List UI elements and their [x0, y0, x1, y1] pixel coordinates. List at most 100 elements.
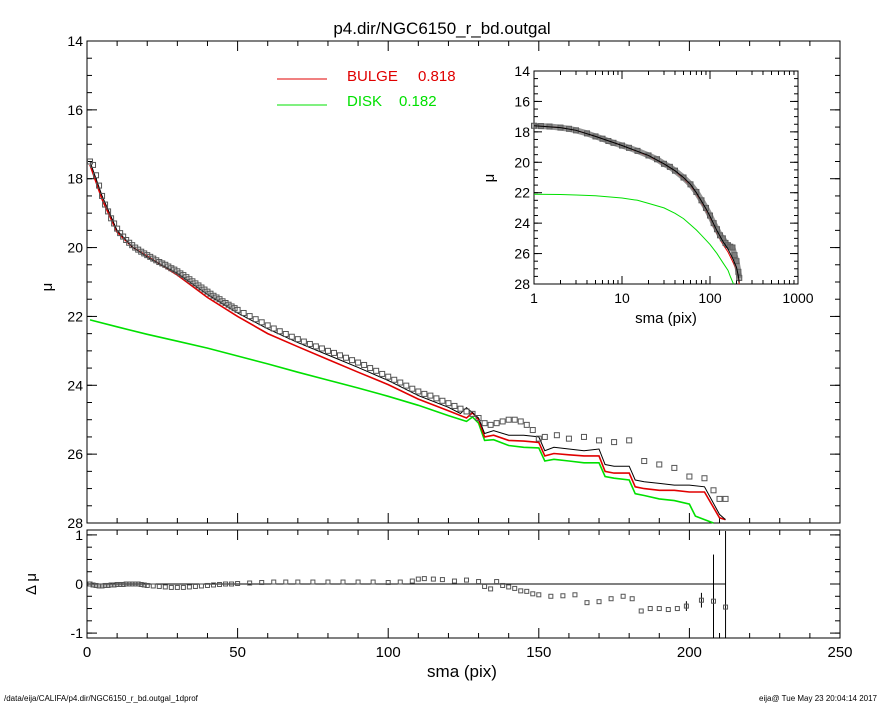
data-point: [355, 359, 362, 366]
data-point: [641, 458, 648, 465]
residual-point: [150, 583, 156, 589]
residual-y-tick-label: 1: [75, 527, 83, 543]
data-point: [427, 392, 434, 399]
data-point: [270, 325, 277, 332]
residual-point: [524, 588, 530, 594]
data-point: [177, 270, 184, 277]
residual-point: [506, 584, 512, 590]
residual-point: [665, 607, 671, 613]
residual-point: [488, 586, 494, 592]
data-point: [312, 343, 319, 350]
main-y-tick-label: 26: [67, 446, 83, 462]
data-point: [159, 260, 166, 267]
data-point: [114, 225, 121, 232]
residual-point: [698, 597, 704, 603]
data-point: [523, 421, 530, 428]
data-point: [463, 408, 470, 415]
data-point: [611, 439, 618, 446]
data-point: [117, 230, 124, 237]
disk-model-line: [89, 319, 714, 524]
data-point: [240, 309, 247, 316]
residual-point: [135, 581, 141, 587]
data-point: [225, 301, 232, 308]
data-point: [457, 405, 464, 412]
residual-point: [295, 579, 301, 585]
data-point: [162, 261, 169, 268]
data-point: [343, 354, 350, 361]
data-point: [475, 414, 482, 421]
inset-x-tick-label: 100: [698, 290, 722, 306]
residual-point: [217, 581, 223, 587]
residual-point: [482, 583, 488, 589]
residual-x-tick-labels: 0 50 100 150 200 250: [83, 644, 853, 661]
x-tick-label: 150: [526, 644, 551, 661]
data-point: [306, 340, 313, 347]
x-tick-label: 100: [376, 644, 401, 661]
residual-point: [310, 579, 316, 585]
residual-point: [117, 581, 123, 587]
x-tick-label: 0: [83, 644, 91, 661]
residual-point: [683, 603, 689, 609]
residual-point: [451, 578, 457, 584]
inset-y-tick-label: 28: [514, 276, 530, 292]
residual-point: [325, 579, 331, 585]
residual-point: [548, 593, 554, 599]
residual-error-bars: [685, 530, 727, 638]
inset-y-tick-label: 16: [514, 93, 530, 109]
data-point: [318, 345, 325, 352]
inset-x-axis-label: sma (pix): [635, 310, 697, 327]
residual-point: [192, 583, 198, 589]
residual-points-series: [87, 576, 729, 614]
residual-point: [530, 591, 536, 597]
chart-title: p4.dir/NGC6150_r_bd.outgal: [333, 19, 550, 38]
data-point: [686, 473, 693, 480]
data-point: [96, 182, 103, 189]
data-point: [222, 300, 229, 307]
data-point: [102, 201, 109, 208]
disk-model-series: [89, 319, 714, 524]
residual-point: [421, 576, 427, 582]
residual-point: [476, 579, 482, 585]
main-y-tick-label: 18: [67, 171, 83, 187]
residual-point: [596, 599, 602, 605]
data-point: [93, 172, 100, 179]
residual-point: [123, 581, 129, 587]
data-point: [505, 416, 512, 423]
data-point: [150, 255, 157, 262]
data-point: [330, 349, 337, 356]
residual-point: [560, 593, 566, 599]
residual-point: [168, 584, 174, 590]
residual-point: [96, 583, 102, 589]
residual-point: [108, 582, 114, 588]
residual-point: [141, 582, 147, 588]
residual-point: [223, 581, 229, 587]
residual-y-axis-label: Δ μ: [23, 573, 40, 595]
data-point: [553, 432, 560, 439]
data-point: [499, 418, 506, 425]
data-point: [231, 305, 238, 312]
data-point: [276, 328, 283, 335]
data-point: [234, 306, 241, 313]
main-y-tick-label: 28: [67, 515, 83, 531]
inset-total-model-line: [533, 125, 740, 283]
data-point: [541, 433, 548, 440]
data-point: [415, 388, 422, 395]
residual-point: [355, 579, 361, 585]
main-y-axis-label: μ: [39, 283, 56, 292]
data-point: [349, 357, 356, 364]
data-point: [138, 248, 145, 255]
data-point: [529, 427, 536, 434]
residual-point: [93, 582, 99, 588]
residual-point: [186, 584, 192, 590]
data-point: [144, 252, 151, 259]
residual-point: [656, 606, 662, 612]
data-point: [120, 233, 127, 240]
residual-point: [156, 583, 162, 589]
data-point: [596, 437, 603, 444]
data-point: [105, 208, 112, 215]
x-tick-label: 50: [229, 644, 246, 661]
residual-point: [198, 583, 204, 589]
residual-point: [385, 580, 391, 586]
data-point: [99, 192, 106, 199]
residual-point: [229, 581, 235, 587]
